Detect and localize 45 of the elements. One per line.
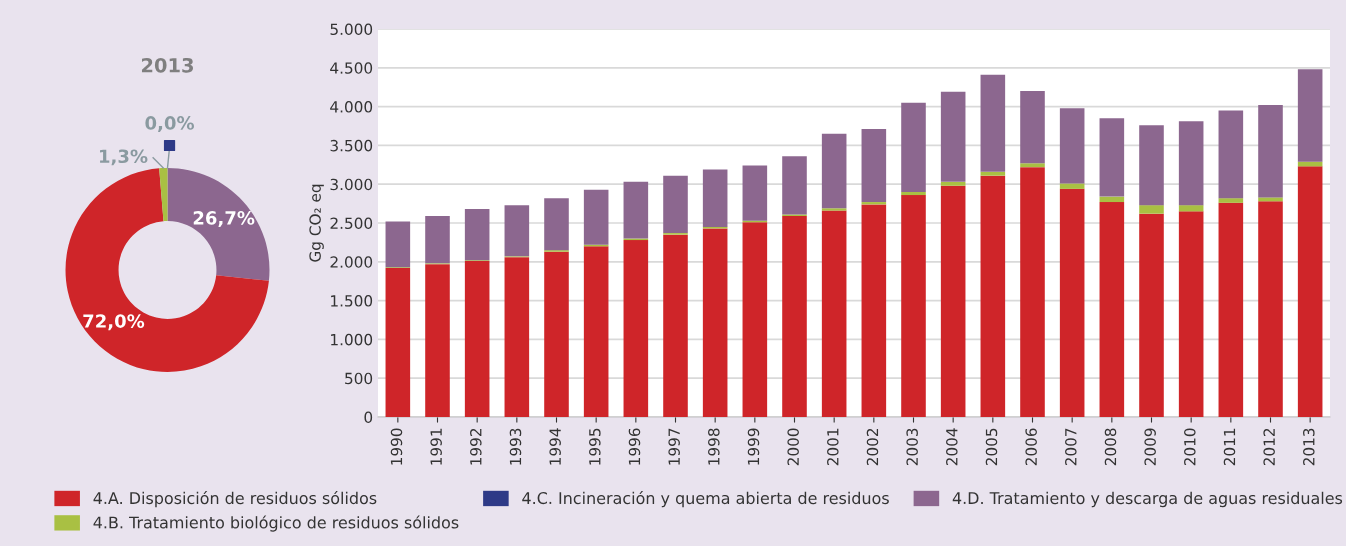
x-tick-label: 2003	[906, 428, 918, 466]
y-tick-label: 5.000	[330, 23, 373, 36]
y-tick-label: 500	[345, 372, 373, 385]
x-tick-label: 2002	[866, 428, 879, 466]
legend-label: 4.D. Tratamiento y descarga de aguas residuales	[952, 491, 1343, 508]
x-tick-label: 2013	[1303, 428, 1315, 466]
x-tick-label: 1992	[470, 428, 482, 465]
x-tick-label: 1990	[390, 428, 403, 465]
x-tick-label: 2001	[827, 428, 839, 466]
x-tick-label: 1995	[589, 428, 601, 465]
y-tick-label: 3.500	[330, 139, 373, 152]
x-tick-label: 2012	[1263, 428, 1275, 466]
y-tick-label: 2.000	[330, 256, 373, 268]
y-tick-label: 3.000	[330, 178, 373, 191]
x-tick-label: 1997	[668, 428, 680, 465]
x-tick-label: 2004	[946, 428, 958, 466]
y-tick-label: 1.000	[331, 333, 373, 346]
x-tick-label: 1994	[549, 428, 561, 465]
x-tick-label: 2011	[1223, 428, 1236, 466]
data-label: 72,0%	[83, 314, 145, 331]
y-tick-label: 4.000	[330, 101, 373, 113]
x-tick-label: 1991	[430, 428, 442, 465]
x-tick-label: 2008	[1104, 428, 1117, 466]
y-tick-label: 1.500	[331, 295, 373, 307]
x-tick-label: 1999	[747, 428, 760, 465]
legend-label: 4.A. Disposición de residuos sólidos	[93, 491, 377, 508]
x-tick-label: 2009	[1144, 428, 1156, 466]
x-tick-label: 2010	[1184, 428, 1196, 466]
y-tick-label: 2.500	[330, 217, 373, 230]
chart-title: 2013	[141, 57, 194, 73]
x-tick-label: 1993	[509, 428, 522, 465]
legend-label: 4.C. Incineración y quema abierta de residuos	[522, 491, 889, 508]
y-axis-title: Gg CO₂ eq	[309, 184, 324, 262]
y-tick-label: 4.500	[330, 62, 373, 74]
x-tick-label: 2006	[1025, 428, 1037, 466]
x-tick-label: 2007	[1065, 428, 1077, 466]
data-label: 26,7%	[193, 211, 255, 228]
x-tick-label: 2000	[787, 428, 799, 466]
x-tick-label: 1998	[708, 428, 720, 465]
y-tick-label: 0	[364, 411, 373, 424]
data-label: 1,3%	[100, 149, 148, 166]
legend-label: 4.B. Tratamiento biológico de residuos sólidos	[93, 515, 459, 532]
x-tick-label: 1996	[628, 428, 641, 465]
text: 0,0%	[145, 116, 194, 133]
x-tick-label: 2005	[985, 428, 998, 466]
